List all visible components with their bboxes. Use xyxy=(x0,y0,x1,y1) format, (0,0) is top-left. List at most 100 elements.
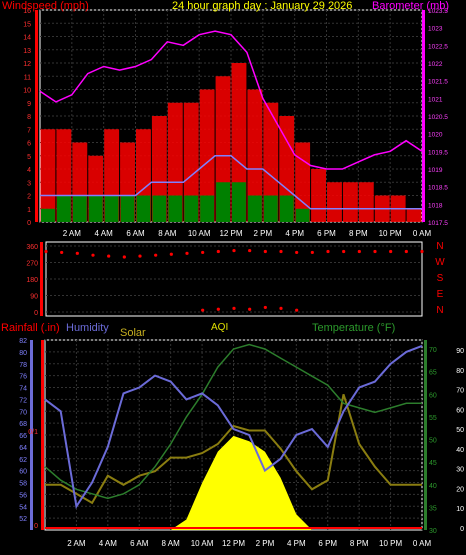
baro-y-tick: 1019.5 xyxy=(428,149,448,156)
direction-point xyxy=(75,251,79,255)
wind-min-bar xyxy=(72,195,87,222)
baro-axis-bar xyxy=(422,10,425,222)
baro-y-tick: 1017.5 xyxy=(428,220,448,227)
humidity-y-tick: 62 xyxy=(19,457,27,464)
wind-x-tick: 10 PM xyxy=(379,229,402,238)
baro-y-tick: 1023 xyxy=(428,26,443,33)
solar-title: Solar xyxy=(120,327,146,339)
wind-y-tick: 14 xyxy=(23,35,31,42)
wind-min-bar xyxy=(120,195,135,222)
temperature-y-tick: 45 xyxy=(429,460,437,467)
wind-bar xyxy=(327,182,342,222)
direction-point xyxy=(326,249,330,254)
wind-bar xyxy=(167,102,183,222)
right-y-tick: 90 xyxy=(456,348,464,355)
direction-point xyxy=(185,251,189,255)
direction-point xyxy=(248,307,252,311)
direction-point xyxy=(279,249,283,254)
temperature-y-tick: 55 xyxy=(429,415,437,422)
wind-y-tick: 10 xyxy=(23,88,31,95)
weather-x-tick: 4 AM xyxy=(99,539,118,548)
temperature-y-tick: 60 xyxy=(429,392,437,399)
wind-x-ticks: 2 AM 4 AM 6 AM 8 AM 10 AM 12 PM 2 PM 4 PM 6 PM 8 … xyxy=(63,229,432,238)
wind-axis-bar xyxy=(35,10,38,222)
wind-bar xyxy=(342,182,358,222)
wind-min-bar xyxy=(184,195,199,222)
right-y-tick: 70 xyxy=(456,388,464,395)
right-y-tick: 80 xyxy=(456,368,464,375)
solar-trace-line xyxy=(45,393,422,505)
wind-title: Windspeed (mph) xyxy=(2,0,89,12)
baro-y-tick: 1021 xyxy=(428,96,443,103)
wind-min-bar xyxy=(263,195,278,222)
temperature-y-tick: 70 xyxy=(429,347,437,354)
direction-point xyxy=(232,306,236,310)
baro-y-tick: 1020 xyxy=(428,132,443,139)
right-y-tick: 40 xyxy=(456,447,464,454)
wind-x-tick: 8 AM xyxy=(158,229,177,238)
humidity-y-tick: 82 xyxy=(19,338,27,345)
weather-lines xyxy=(44,343,423,509)
wind-min-bar xyxy=(136,195,151,222)
baro-y-tick: 1018 xyxy=(428,202,443,209)
weather-x-tick: 10 PM xyxy=(379,539,402,548)
humidity-y-tick: 56 xyxy=(19,492,27,499)
wind-y-tick: 11 xyxy=(24,74,31,81)
wind-x-tick: 4 PM xyxy=(285,229,304,238)
direction-point xyxy=(138,254,142,258)
barometer-line xyxy=(39,30,423,170)
humidity-y-ticks: 52 54 56 58 60 62 64 66 68 70 72 74 76 78 80 82 xyxy=(19,338,27,523)
baro-y-tick: 1022 xyxy=(428,61,443,68)
weather-x-tick: 2 AM xyxy=(67,539,86,548)
humidity-y-tick: 58 xyxy=(19,481,27,488)
wind-x-tick: 6 AM xyxy=(126,229,145,238)
humidity-y-tick: 64 xyxy=(19,445,27,452)
weather-x-tick: 8 PM xyxy=(350,539,369,548)
humidity-y-tick: 72 xyxy=(19,397,27,404)
wind-y-tick: 13 xyxy=(23,48,31,55)
direction-point xyxy=(404,249,408,254)
humidity-y-tick: 70 xyxy=(19,409,27,416)
humidity-y-tick: 80 xyxy=(19,350,27,357)
wind-x-tick: 0 AM xyxy=(413,229,432,238)
wind-bar xyxy=(247,89,263,222)
right-y-tick: 0 xyxy=(460,526,464,533)
humidity-y-tick: 74 xyxy=(19,386,27,393)
wind-avg-line xyxy=(40,155,422,210)
rain-axis-bar xyxy=(41,340,44,530)
direction-point xyxy=(295,308,299,312)
wind-y-tick: 4 xyxy=(27,167,31,174)
baro-title: Barometer (mb) xyxy=(372,0,449,12)
wind-bar xyxy=(311,169,326,222)
date-title: 24 hour graph day : January 29 2026 xyxy=(172,0,352,12)
direction-point xyxy=(263,305,267,310)
direction-y-tick: 0 xyxy=(34,310,38,317)
wind-min-bar xyxy=(200,195,215,222)
baro-y-tick: 1018.5 xyxy=(428,185,448,192)
weather-x-tick: 8 AM xyxy=(162,539,181,548)
aqi-title: AQI xyxy=(211,322,228,333)
temperature-line xyxy=(44,343,422,500)
wind-bars xyxy=(40,63,422,222)
direction-point xyxy=(201,308,205,312)
right-y-tick: 50 xyxy=(456,427,464,434)
humidity-y-tick: 68 xyxy=(19,421,27,428)
wind-y-tick: 16 xyxy=(23,8,31,15)
wind-min-bar xyxy=(168,195,183,222)
wind-bar xyxy=(199,89,215,222)
direction-point xyxy=(169,252,173,256)
solar-area xyxy=(45,435,422,530)
direction-point xyxy=(107,254,111,258)
direction-point xyxy=(248,248,252,253)
baro-y-tick: 1023.5 xyxy=(428,8,448,15)
wind-y-tick: 5 xyxy=(27,154,31,161)
wind-y-tick: 9 xyxy=(27,101,31,108)
baro-y-tick: 1020.5 xyxy=(428,114,448,121)
wind-y-tick: 8 xyxy=(27,114,31,121)
direction-point xyxy=(389,249,393,254)
rain-y-ticks: 0 0/1 xyxy=(28,429,38,530)
direction-axis-bar xyxy=(40,242,43,316)
solar-area-fill xyxy=(45,435,422,530)
wind-min-bar xyxy=(279,195,294,222)
